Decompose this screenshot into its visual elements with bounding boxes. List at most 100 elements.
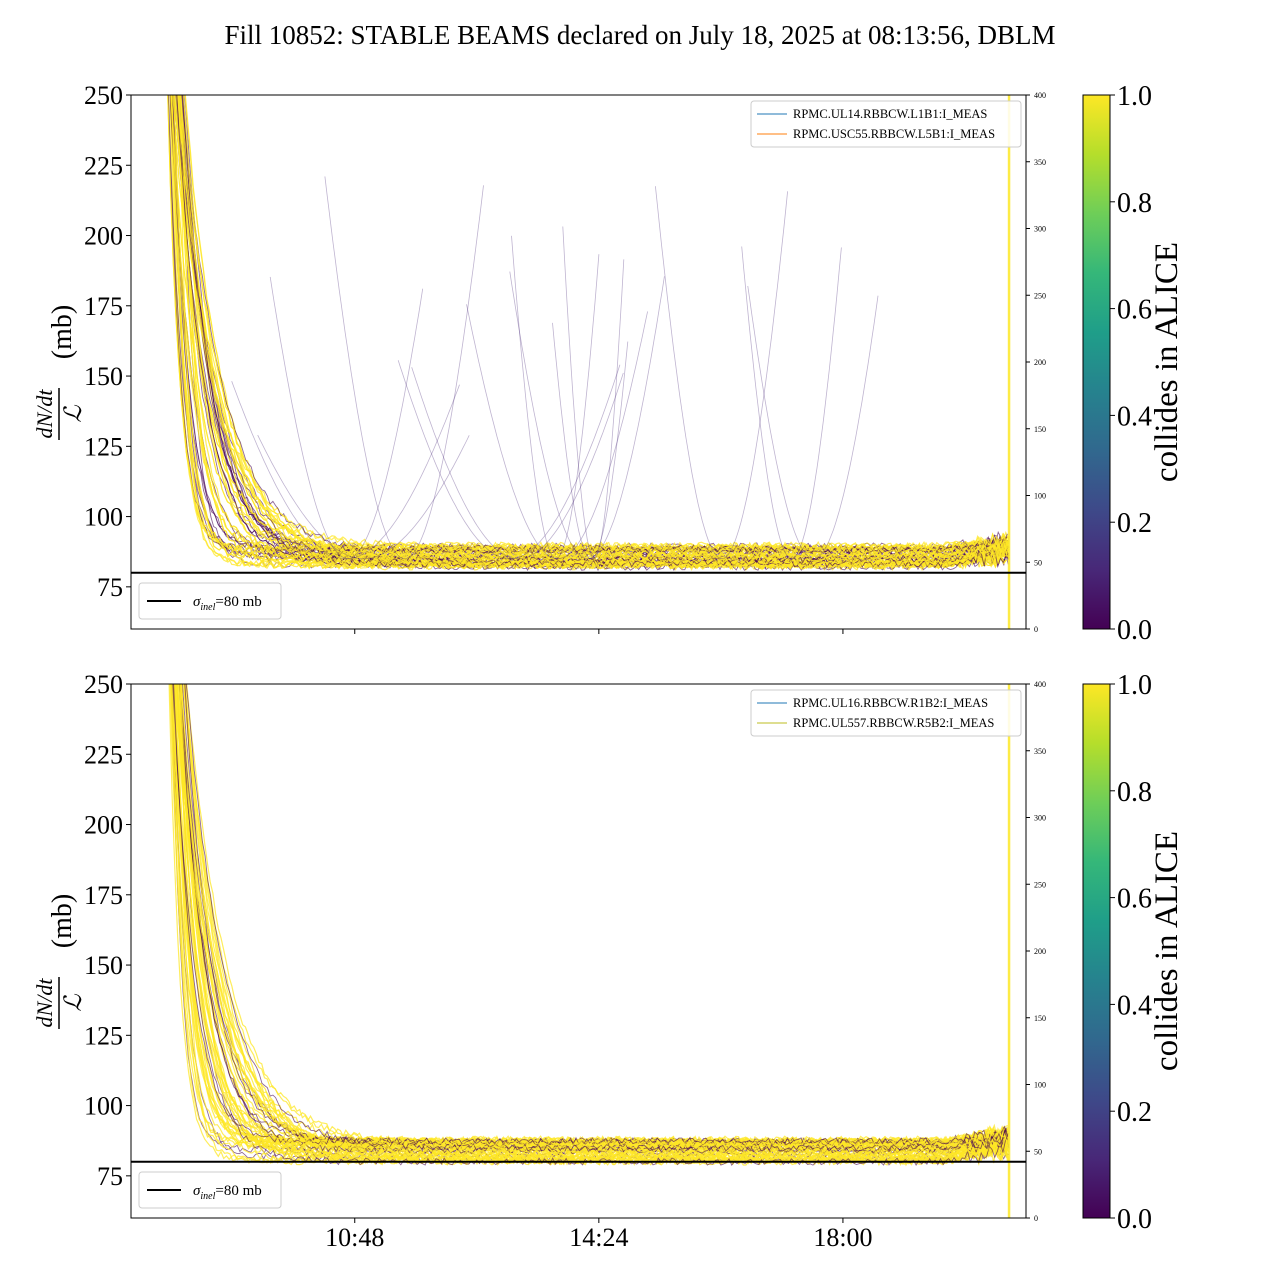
trace-line [173,95,1010,570]
colorbar-tick-label: 0.2 [1117,1097,1152,1128]
trace-line [169,684,1008,1166]
y-tick-label: 125 [84,1021,123,1050]
trace-line [173,95,1008,555]
trace-line [170,684,1008,1161]
colorbar-tick-label: 0.0 [1117,615,1152,646]
trace-line [183,95,1008,555]
trace-line [173,684,1008,1162]
trace-line [172,95,1007,567]
trace-line [181,95,1009,558]
trace-line [171,684,1008,1156]
trace-line [177,684,1009,1148]
trace-arc [466,304,648,560]
legend-box [750,100,1022,148]
trace-line [175,95,1009,562]
trace-line [182,95,1010,564]
y-axis-label: dN/dt ℒ (mb) [32,894,87,1029]
colorbar-tick-label: 1.0 [1117,670,1152,701]
trace-line [174,95,1010,552]
trace-line [175,95,1010,555]
trace-line [178,95,1008,570]
y-tick-label: 175 [84,292,123,321]
trace-line [168,684,1009,1165]
colorbar-tick-label: 1.0 [1117,81,1152,112]
y2-tick-label: 0 [1034,1214,1038,1223]
trace-line [170,95,1010,569]
trace-line [173,95,1008,562]
trace-line [176,95,1009,569]
y-tick-label: 150 [84,951,123,980]
trace-line [167,95,1009,560]
colorbar-tick-label: 0.8 [1117,188,1152,219]
y2-tick-label: 400 [1034,680,1046,689]
y-tick-label: 175 [84,881,123,910]
trace-line [182,95,1010,564]
trace-line [176,684,1008,1151]
trace-line [170,684,1009,1146]
trace-line [167,95,1010,553]
y2-tick-label: 0 [1034,625,1038,634]
colorbar-tick-label: 0.2 [1117,508,1152,539]
trace-line [177,95,1009,554]
trace-line [173,95,1008,562]
colorbar-gradient [1082,94,1111,630]
y2-tick-label: 200 [1034,358,1046,367]
colorbar-tick-label: 0.6 [1117,295,1152,326]
y-label-denominator: ℒ [61,405,87,423]
figure-title: Fill 10852: STABLE BEAMS declared on Jul… [224,20,1055,50]
trace-line [170,684,1008,1154]
trace-line [179,684,1008,1145]
y-label-denominator: ℒ [61,994,87,1012]
legend-entry-label: RPMC.UL14.RBBCW.L1B1:I_MEAS [793,107,987,121]
trace-line [182,95,1009,558]
y-tick-label: 250 [84,81,123,110]
panel-bottom: 75 100 125 150 175 200 225 250 0 50 100 150 200 250 30… [32,670,1185,1252]
trace-line [173,684,1009,1159]
trace-line [175,684,1010,1154]
trace-line [176,684,1009,1160]
colorbar-gradient [1082,683,1111,1219]
trace-line [176,95,1007,568]
trace-line [172,684,1008,1147]
colorbar: 0.0 0.2 0.4 0.6 0.8 1.0 collides in ALICE [1082,670,1185,1235]
trace-line [174,684,1010,1167]
trace-group [168,684,1011,1218]
trace-line [183,684,1009,1165]
trace-line [176,95,1007,568]
trace-line [171,684,1008,1162]
trace-line [173,95,1010,570]
trace-line [180,684,1010,1156]
trace-line [178,95,1009,568]
colorbar-tick-label: 0.4 [1117,401,1152,432]
x-tick-label: 14:24 [569,1223,628,1252]
trace-line [178,684,1009,1157]
legend-sigma-inel: σinel=80 mb [138,582,282,620]
trace-line [172,95,1007,567]
trace-line [170,684,1009,1146]
y2-tick-label: 300 [1034,225,1046,234]
trace-arc [509,271,665,560]
colorbar-label: collides in ALICE [1149,831,1185,1071]
y-tick-label: 150 [84,362,123,391]
trace-arc [747,285,879,560]
trace-line [184,95,1009,565]
trace-line [184,684,1009,1147]
trace-arc [231,381,460,560]
trace-line [167,95,1010,560]
y-label-numerator: dN/dt [32,978,57,1028]
trace-line [179,95,1007,555]
y-tick-label: 75 [97,1162,123,1191]
trace-line [180,95,1008,567]
trace-line [180,95,1008,566]
colorbar-tick-label: 0.0 [1117,1204,1152,1235]
trace-line [176,95,1010,567]
trace-line [180,95,1008,566]
trace-line [179,684,1010,1153]
trace-line [176,684,1009,1164]
colorbar: 0.0 0.2 0.4 0.6 0.8 1.0 collides in ALICE [1082,81,1185,646]
y2-tick-label: 350 [1034,158,1046,167]
trace-line [173,684,1008,1149]
y-axis-label: dN/dt ℒ (mb) [32,305,87,440]
y2-tick-label: 50 [1034,558,1042,567]
